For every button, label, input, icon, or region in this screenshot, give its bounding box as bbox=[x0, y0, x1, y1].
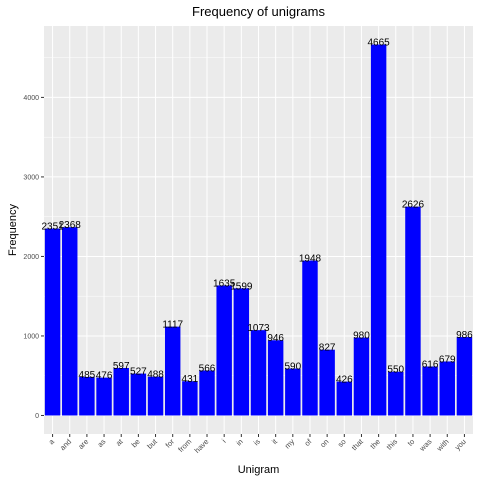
data-label: 597 bbox=[113, 361, 130, 372]
data-label: 1073 bbox=[247, 323, 270, 334]
y-tick-label: 3000 bbox=[23, 174, 39, 181]
x-tick-label: for bbox=[164, 437, 177, 450]
bar-so bbox=[336, 381, 353, 416]
y-tick-label: 1000 bbox=[23, 333, 39, 340]
x-tick-label: was bbox=[417, 437, 434, 454]
bars bbox=[44, 44, 473, 416]
x-tick-label: as bbox=[96, 437, 108, 449]
data-label: 1635 bbox=[213, 278, 236, 289]
y-tick-label: 2000 bbox=[23, 254, 39, 261]
bar-are bbox=[79, 376, 95, 416]
data-label: 946 bbox=[267, 333, 284, 344]
x-tick-label: with bbox=[434, 437, 451, 454]
x-tick-label: my bbox=[283, 437, 297, 451]
x-tick-label: on bbox=[318, 437, 330, 449]
x-axis-title: Unigram bbox=[238, 464, 280, 476]
bar-but bbox=[147, 376, 164, 416]
x-axis: a and are as at be but for from have i in is it my of on… bbox=[47, 434, 468, 455]
bar-was bbox=[422, 366, 438, 416]
x-tick-label: of bbox=[303, 436, 314, 447]
data-label: 616 bbox=[422, 359, 439, 370]
data-label: 485 bbox=[79, 370, 96, 381]
data-label: 2368 bbox=[59, 220, 82, 231]
chart-title: Frequency of unigrams bbox=[192, 4, 325, 19]
data-label: 1599 bbox=[230, 281, 253, 292]
bar-a bbox=[44, 228, 61, 416]
x-tick-label: have bbox=[193, 437, 211, 455]
y-axis: 0 1000 2000 3000 4000 bbox=[23, 95, 44, 420]
bar-my bbox=[285, 368, 301, 416]
x-tick-label: are bbox=[76, 437, 90, 451]
x-tick-label: that bbox=[350, 436, 366, 452]
x-tick-label: you bbox=[453, 437, 468, 452]
bar-i bbox=[216, 285, 232, 416]
bar-that bbox=[353, 337, 370, 416]
data-label: 431 bbox=[182, 374, 199, 385]
x-tick-label: and bbox=[58, 437, 73, 452]
data-label: 2351 bbox=[41, 222, 64, 233]
data-label: 566 bbox=[199, 363, 216, 374]
data-label: 827 bbox=[319, 343, 336, 354]
x-tick-label: at bbox=[114, 436, 125, 447]
bar-be bbox=[130, 373, 147, 416]
bar-is bbox=[250, 330, 267, 416]
data-label: 986 bbox=[456, 330, 473, 341]
bar-in bbox=[233, 288, 250, 416]
y-tick-label: 0 bbox=[35, 413, 39, 420]
x-tick-label: be bbox=[130, 437, 142, 449]
bar-on bbox=[319, 349, 335, 416]
x-tick-label: is bbox=[252, 437, 262, 447]
x-tick-label: the bbox=[368, 437, 382, 451]
bar-and bbox=[62, 227, 78, 416]
x-tick-label: in bbox=[234, 437, 244, 447]
data-label: 2626 bbox=[402, 200, 425, 211]
bar-for bbox=[164, 326, 181, 416]
bar-from bbox=[182, 381, 198, 416]
data-label: 590 bbox=[284, 362, 301, 373]
x-tick-label: this bbox=[385, 437, 400, 452]
bar-at bbox=[113, 368, 129, 416]
x-tick-label: to bbox=[406, 437, 417, 448]
bar-as bbox=[96, 377, 112, 416]
x-tick-label: it bbox=[270, 436, 280, 446]
x-tick-label: from bbox=[176, 437, 193, 454]
data-label: 1948 bbox=[299, 254, 322, 265]
x-tick-label: but bbox=[145, 436, 159, 450]
bar-with bbox=[439, 361, 455, 416]
bar-to bbox=[405, 206, 421, 416]
x-tick-label: i bbox=[220, 437, 228, 445]
data-label: 426 bbox=[336, 375, 353, 386]
bar-this bbox=[388, 371, 404, 416]
data-label: 679 bbox=[439, 354, 456, 365]
bar-you bbox=[456, 337, 473, 416]
data-label: 980 bbox=[353, 331, 370, 342]
data-label: 4665 bbox=[367, 38, 390, 49]
x-tick-label: a bbox=[47, 436, 57, 446]
bar-the bbox=[370, 44, 387, 416]
x-tick-label: so bbox=[336, 437, 348, 449]
data-label: 476 bbox=[96, 371, 113, 382]
bar-it bbox=[267, 340, 284, 416]
data-label: 527 bbox=[130, 367, 147, 378]
y-tick-label: 4000 bbox=[23, 95, 39, 102]
data-label: 1117 bbox=[162, 320, 183, 331]
bar-of bbox=[302, 260, 318, 416]
y-axis-title: Frequency bbox=[7, 204, 19, 256]
data-label: 488 bbox=[147, 370, 164, 381]
bar-have bbox=[199, 370, 215, 416]
data-label: 550 bbox=[387, 365, 404, 376]
